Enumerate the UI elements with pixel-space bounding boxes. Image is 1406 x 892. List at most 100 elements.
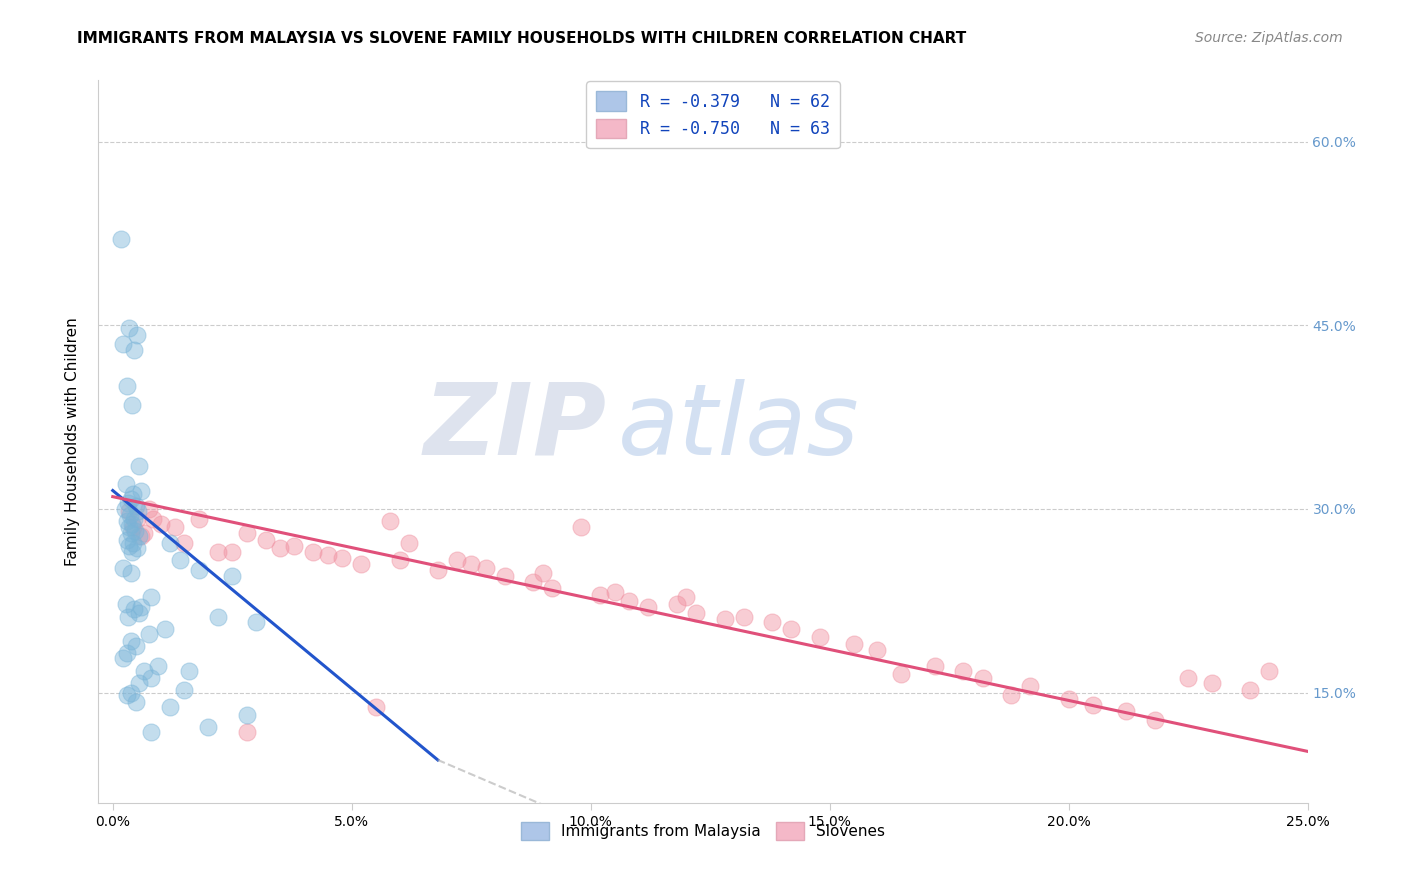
Point: [924, 658, 946, 673]
Point: [125, 695, 148, 709]
Point: [139, 590, 162, 604]
Point: [118, 539, 141, 553]
Point: [221, 569, 243, 583]
Point: [117, 496, 139, 510]
Point: [173, 536, 195, 550]
Point: [125, 541, 148, 555]
Point: [115, 379, 138, 393]
Point: [283, 539, 305, 553]
Point: [665, 598, 688, 612]
Point: [112, 560, 135, 574]
Point: [122, 602, 145, 616]
Point: [115, 647, 138, 661]
Point: [235, 707, 257, 722]
Point: [617, 593, 640, 607]
Point: [388, 553, 411, 567]
Point: [569, 520, 592, 534]
Point: [1177, 671, 1199, 685]
Point: [139, 724, 162, 739]
Point: [494, 569, 516, 583]
Point: [122, 343, 145, 357]
Point: [128, 675, 150, 690]
Text: IMMIGRANTS FROM MALAYSIA VS SLOVENE FAMILY HOUSEHOLDS WITH CHILDREN CORRELATION : IMMIGRANTS FROM MALAYSIA VS SLOVENE FAMI…: [77, 31, 966, 46]
Point: [207, 609, 229, 624]
Point: [146, 658, 169, 673]
Point: [139, 671, 162, 685]
Point: [122, 511, 145, 525]
Point: [637, 599, 659, 614]
Point: [207, 545, 229, 559]
Point: [254, 533, 277, 547]
Point: [426, 563, 449, 577]
Point: [1201, 675, 1223, 690]
Point: [221, 545, 243, 559]
Point: [115, 477, 138, 491]
Point: [179, 664, 201, 678]
Point: [316, 549, 339, 563]
Point: [128, 458, 150, 473]
Point: [125, 511, 148, 525]
Point: [245, 615, 267, 629]
Point: [269, 541, 291, 555]
Point: [115, 598, 138, 612]
Point: [121, 487, 143, 501]
Point: [149, 516, 172, 531]
Point: [364, 700, 387, 714]
Point: [685, 606, 707, 620]
Point: [733, 609, 755, 624]
Point: [127, 504, 149, 518]
Point: [589, 588, 612, 602]
Point: [117, 520, 139, 534]
Point: [603, 585, 626, 599]
Point: [1115, 704, 1137, 718]
Point: [197, 720, 219, 734]
Point: [302, 545, 325, 559]
Point: [132, 526, 155, 541]
Point: [350, 557, 373, 571]
Point: [120, 566, 142, 580]
Point: [131, 529, 153, 543]
Point: [115, 688, 138, 702]
Point: [522, 575, 544, 590]
Point: [128, 529, 150, 543]
Point: [110, 232, 132, 246]
Point: [138, 502, 160, 516]
Point: [131, 483, 153, 498]
Point: [120, 634, 142, 648]
Y-axis label: Family Households with Children: Family Households with Children: [65, 318, 80, 566]
Point: [398, 536, 420, 550]
Point: [187, 511, 209, 525]
Point: [125, 500, 148, 514]
Point: [155, 622, 177, 636]
Point: [972, 671, 994, 685]
Point: [120, 685, 142, 699]
Point: [474, 560, 496, 574]
Point: [1000, 688, 1022, 702]
Text: atlas: atlas: [619, 378, 860, 475]
Point: [163, 520, 186, 534]
Point: [159, 536, 181, 550]
Point: [117, 609, 139, 624]
Point: [138, 627, 160, 641]
Point: [125, 328, 148, 343]
Point: [121, 520, 143, 534]
Point: [890, 667, 912, 681]
Point: [131, 599, 153, 614]
Point: [118, 320, 141, 334]
Point: [808, 631, 831, 645]
Point: [1057, 691, 1080, 706]
Point: [124, 524, 146, 538]
Point: [173, 683, 195, 698]
Point: [780, 622, 803, 636]
Point: [125, 639, 148, 653]
Point: [952, 664, 974, 678]
Point: [128, 606, 150, 620]
Point: [115, 514, 138, 528]
Point: [541, 582, 564, 596]
Point: [159, 700, 181, 714]
Point: [235, 526, 257, 541]
Point: [121, 545, 143, 559]
Point: [866, 642, 889, 657]
Point: [132, 664, 155, 678]
Point: [118, 508, 141, 522]
